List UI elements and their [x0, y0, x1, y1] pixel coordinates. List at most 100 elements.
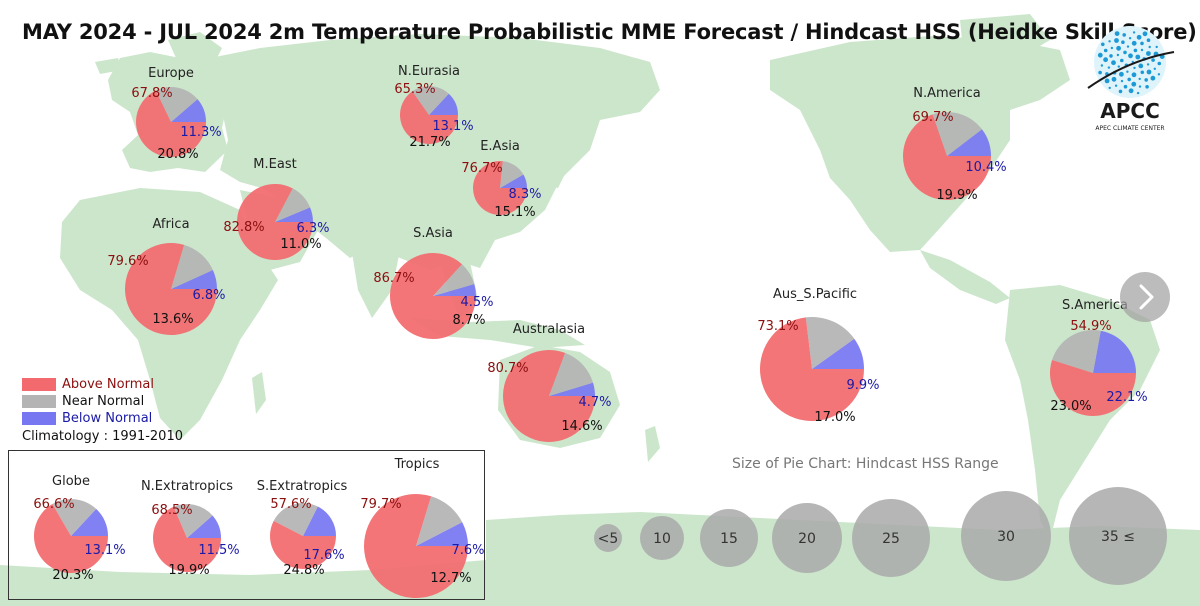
pie-slice-s-america-below — [1093, 330, 1136, 373]
data-label-n-america-near: 19.9% — [936, 188, 977, 203]
landmass-antarctica-west — [0, 560, 486, 606]
pie-slice-aus-s-pacific-near — [805, 317, 855, 369]
data-label-e-asia-above: 76.7% — [461, 161, 502, 176]
region-name-s-asia: S.Asia — [413, 226, 453, 241]
pie-slice-n-eurasia-above — [399, 91, 458, 144]
pie-slice-globe-below — [71, 508, 108, 536]
pie-slice-n-america-near — [932, 112, 982, 156]
pie-slice-tropics-below — [416, 522, 468, 546]
pie-slice-m-east-above — [237, 184, 313, 261]
size-bubble-label-1: 10 — [653, 531, 671, 547]
pie-slice-s-asia-above — [390, 252, 476, 339]
landmass-india — [350, 240, 400, 318]
legend-swatch-near — [22, 395, 56, 408]
pie-n-america: N.America 69.7% 19.9% 10.4% — [903, 86, 1007, 203]
pie-charts: Europe 67.8% 20.8% 11.3% N.Eurasia 65.3% 21.7%… — [33, 64, 1148, 599]
pie-slice-africa-near — [171, 244, 213, 289]
size-bubble-2: 15 — [700, 509, 758, 567]
data-label-n-america-above: 69.7% — [912, 110, 953, 125]
pie-slice-africa-above — [125, 243, 217, 336]
data-label-n-extratropics-above: 68.5% — [151, 503, 192, 518]
chevron-right-icon — [1139, 284, 1154, 310]
legend: Above Normal Near Normal Below Normal Cl… — [22, 376, 183, 444]
data-label-m-east-near: 11.0% — [280, 237, 321, 252]
pie-slice-globe-above — [34, 504, 108, 573]
size-bubble-4: 25 — [852, 499, 930, 577]
region-name-s-america: S.America — [1062, 298, 1128, 313]
data-label-africa-below: 6.8% — [192, 288, 225, 303]
data-label-s-extratropics-below: 17.6% — [303, 548, 344, 563]
pie-slice-aus-s-pacific-below — [812, 338, 864, 369]
data-label-europe-above: 67.8% — [131, 86, 172, 101]
apcc-logo: APCC APEC CLIMATE CENTER — [1087, 26, 1175, 132]
pie-slice-n-america-below — [947, 129, 991, 156]
pie-slice-m-east-below — [275, 207, 313, 222]
legend-swatch-below — [22, 412, 56, 425]
data-label-globe-near: 20.3% — [52, 568, 93, 583]
data-label-tropics-below: 7.6% — [451, 543, 484, 558]
data-label-n-eurasia-near: 21.7% — [409, 135, 450, 150]
pie-e-asia: E.Asia 76.7% 15.1% 8.3% — [461, 139, 541, 220]
landmass-greenland — [960, 14, 1050, 58]
pie-slice-tropics-near — [416, 496, 463, 546]
data-label-globe-below: 13.1% — [84, 543, 125, 558]
data-label-europe-near: 20.8% — [157, 147, 198, 162]
pie-slice-europe-near — [155, 87, 198, 122]
data-label-australasia-above: 80.7% — [487, 361, 528, 376]
data-label-australasia-below: 4.7% — [578, 395, 611, 410]
size-bubble-circle-3 — [772, 503, 842, 573]
size-bubble-label-5: 30 — [997, 529, 1015, 545]
size-bubble-5: 30 — [961, 491, 1051, 581]
region-name-africa: Africa — [152, 217, 189, 232]
data-label-tropics-near: 12.7% — [430, 571, 471, 586]
pie-m-east: M.East 82.8% 11.0%6.3% — [223, 157, 330, 261]
pie-s-asia: S.Asia 86.7% 8.7% 4.5% — [373, 226, 494, 339]
landmass-madagascar — [252, 372, 266, 414]
pie-slice-africa-below — [171, 269, 217, 289]
pie-slice-s-asia-near — [433, 264, 475, 296]
data-label-aus-s-pacific-above: 73.1% — [757, 319, 798, 334]
pie-slice-s-extratropics-near — [273, 502, 318, 536]
data-label-m-east-below: 6.3% — [296, 221, 329, 236]
size-legend-caption: Size of Pie Chart: Hindcast HSS Range — [732, 456, 999, 472]
landmass-asia — [200, 34, 660, 270]
legend-label-above: Above Normal — [62, 377, 154, 392]
pie-slice-e-asia-near — [500, 161, 524, 188]
pie-slice-aus-s-pacific-above — [760, 317, 864, 422]
legend-item-above: Above Normal — [22, 376, 183, 393]
pie-slice-australasia-above — [503, 350, 595, 443]
pie-slice-n-extratropics-below — [187, 515, 221, 538]
pie-slice-s-america-near — [1052, 329, 1101, 373]
pie-slice-tropics-above — [363, 494, 468, 599]
data-label-n-eurasia-above: 65.3% — [394, 82, 435, 97]
size-bubble-label-6: 35 ≤ — [1101, 529, 1135, 545]
data-label-s-america-near: 23.0% — [1050, 399, 1091, 414]
pie-slice-n-eurasia-below — [429, 93, 458, 115]
data-label-africa-near: 13.6% — [152, 312, 193, 327]
pie-slice-s-asia-below — [433, 283, 476, 296]
pie-slice-globe-near — [52, 498, 97, 536]
size-bubble-label-2: 15 — [720, 531, 738, 547]
region-name-australasia: Australasia — [513, 322, 585, 337]
size-bubble-0: <5 — [594, 524, 622, 552]
pie-slice-s-extratropics-below — [303, 506, 336, 536]
data-label-n-extratropics-near: 19.9% — [168, 563, 209, 578]
legend-label-near: Near Normal — [62, 394, 145, 409]
data-label-globe-above: 66.6% — [33, 497, 74, 512]
pie-slice-s-america-above — [1050, 359, 1136, 416]
region-name-e-asia: E.Asia — [480, 139, 520, 154]
data-label-e-asia-near: 15.1% — [494, 205, 535, 220]
pie-slice-n-america-above — [903, 114, 992, 201]
pie-slice-e-asia-above — [473, 160, 527, 215]
pie-slice-s-extratropics-above — [269, 520, 336, 569]
pie-slice-australasia-near — [549, 352, 594, 396]
landmass-new-zealand — [645, 426, 660, 462]
next-button[interactable] — [1120, 272, 1170, 322]
region-name-s-extratropics: S.Extratropics — [257, 479, 348, 494]
pie-n-extratropics: N.Extratropics 68.5% 19.9% 11.5% — [141, 479, 240, 578]
logo-subtext: APEC CLIMATE CENTER — [1095, 125, 1164, 132]
data-label-s-asia-above: 86.7% — [373, 271, 414, 286]
region-name-n-extratropics: N.Extratropics — [141, 479, 233, 494]
size-bubble-1: 10 — [640, 516, 684, 560]
pie-africa: Africa 79.6% 13.6% 6.8% — [107, 217, 226, 336]
